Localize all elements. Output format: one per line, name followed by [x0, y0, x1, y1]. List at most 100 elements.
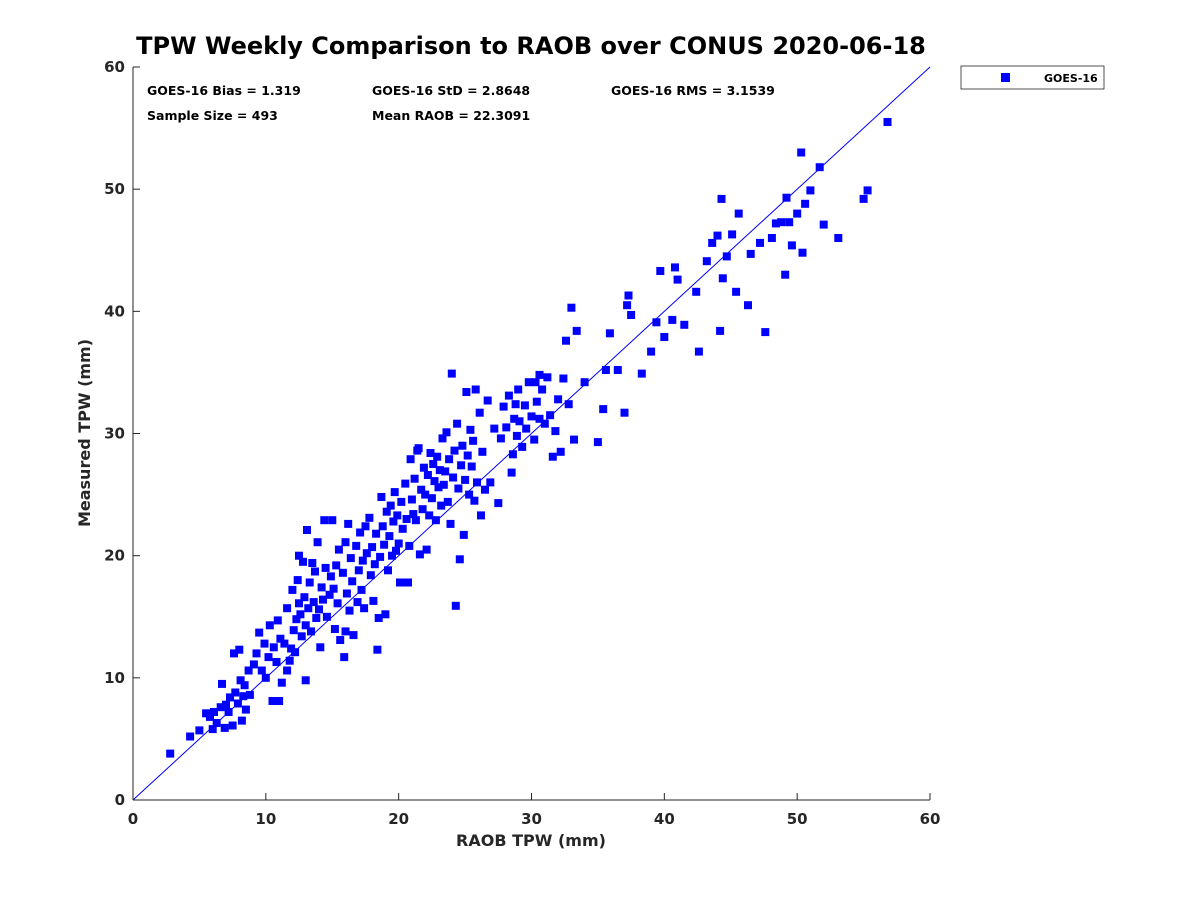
- data-point: [280, 639, 289, 648]
- data-point: [226, 693, 234, 702]
- data-point: [326, 572, 335, 581]
- data-point: [660, 333, 669, 341]
- data-point: [494, 499, 503, 508]
- data-point: [668, 315, 677, 324]
- data-point: [458, 441, 467, 450]
- data-point: [673, 275, 682, 284]
- data-point: [361, 522, 370, 531]
- stat-rms: GOES-16 RMS = 3.1539: [611, 83, 775, 98]
- data-point: [470, 496, 479, 505]
- data-point: [369, 596, 378, 605]
- data-point: [508, 450, 517, 459]
- data-point: [454, 484, 463, 493]
- data-point: [732, 287, 741, 296]
- x-axis-label: RAOB TPW (mm): [456, 831, 606, 850]
- data-point: [316, 643, 325, 652]
- data-point: [473, 478, 481, 487]
- data-point: [186, 732, 195, 741]
- y-axis-label: Measured TPW (mm): [75, 339, 94, 527]
- data-point: [353, 598, 362, 607]
- data-point: [210, 708, 218, 716]
- data-point: [713, 231, 722, 240]
- x-tick-label: 0: [128, 810, 138, 828]
- data-point: [275, 697, 284, 705]
- data-point: [453, 419, 462, 428]
- legend-label: GOES-16: [1044, 72, 1098, 85]
- data-point: [624, 291, 633, 300]
- data-point: [744, 301, 752, 310]
- data-point: [313, 538, 322, 547]
- data-point: [728, 230, 737, 239]
- data-point: [551, 427, 560, 436]
- data-point: [637, 369, 646, 378]
- data-point: [388, 551, 396, 560]
- data-point: [514, 385, 523, 394]
- data-point: [272, 658, 281, 666]
- data-point: [623, 301, 632, 310]
- stat-bias: GOES-16 Bias = 1.319: [147, 83, 301, 98]
- data-point: [515, 417, 524, 426]
- data-point: [471, 385, 480, 394]
- data-point: [463, 451, 472, 460]
- data-point: [392, 546, 400, 555]
- data-point: [320, 516, 329, 525]
- data-point: [344, 519, 353, 528]
- data-point: [599, 405, 608, 414]
- data-point: [531, 378, 540, 387]
- data-point: [806, 186, 815, 195]
- data-point: [548, 452, 557, 461]
- data-point: [304, 604, 313, 613]
- data-point: [338, 568, 347, 577]
- data-point: [365, 513, 374, 522]
- data-point: [293, 576, 302, 585]
- data-point: [341, 538, 350, 547]
- data-points: [166, 118, 892, 758]
- data-point: [859, 194, 868, 203]
- data-point: [475, 408, 484, 417]
- data-point: [402, 515, 411, 523]
- y-tick-label: 20: [104, 547, 125, 565]
- data-point: [694, 347, 703, 356]
- data-point: [767, 234, 776, 242]
- data-point: [708, 238, 717, 247]
- data-point: [273, 616, 282, 625]
- data-point: [336, 636, 345, 644]
- data-point: [233, 699, 242, 708]
- data-point: [540, 419, 549, 428]
- data-point: [300, 593, 309, 602]
- y-tick-label: 10: [104, 669, 125, 687]
- data-point: [406, 455, 415, 464]
- data-point: [554, 395, 563, 404]
- data-point: [535, 414, 544, 423]
- data-point: [340, 653, 349, 662]
- data-point: [332, 561, 341, 570]
- data-point: [798, 248, 807, 257]
- data-point: [504, 391, 513, 400]
- data-point: [761, 328, 770, 337]
- data-point: [291, 648, 300, 657]
- data-point: [228, 721, 237, 730]
- data-point: [556, 447, 565, 456]
- data-point: [680, 320, 689, 329]
- x-tick-label: 50: [787, 810, 808, 828]
- data-point: [593, 438, 602, 447]
- data-point: [450, 446, 459, 455]
- data-point: [702, 257, 711, 266]
- data-point: [348, 577, 357, 586]
- data-point: [459, 530, 468, 539]
- data-point: [462, 388, 471, 396]
- data-point: [295, 551, 303, 560]
- data-point: [360, 604, 369, 613]
- data-point: [421, 490, 430, 499]
- data-point: [342, 589, 351, 598]
- data-point: [378, 522, 387, 531]
- data-point: [671, 263, 679, 272]
- data-point: [269, 643, 278, 652]
- data-point: [449, 473, 458, 482]
- data-point: [442, 428, 451, 437]
- data-point: [297, 632, 306, 641]
- data-point: [467, 462, 476, 471]
- data-point: [787, 241, 796, 250]
- data-point: [427, 494, 436, 503]
